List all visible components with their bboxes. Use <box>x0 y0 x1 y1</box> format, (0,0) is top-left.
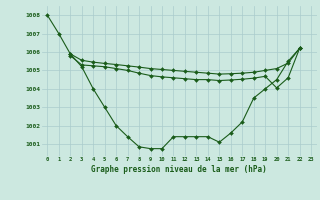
X-axis label: Graphe pression niveau de la mer (hPa): Graphe pression niveau de la mer (hPa) <box>91 165 267 174</box>
